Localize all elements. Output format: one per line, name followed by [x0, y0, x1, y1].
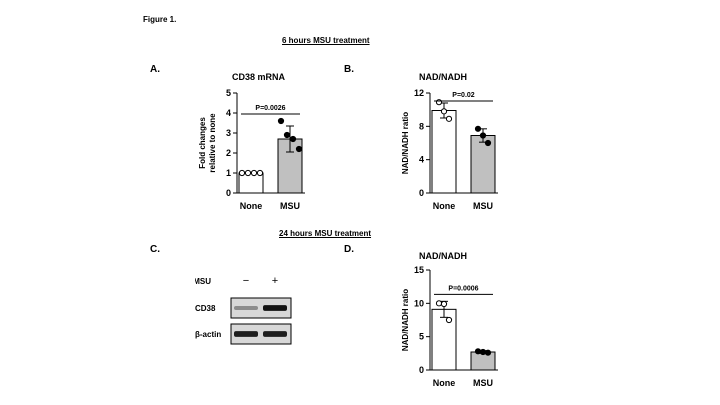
chart-a-data-point — [256, 169, 264, 177]
chart-b-data-point — [474, 125, 482, 132]
blot-band — [234, 305, 258, 311]
section-title-6h: 6 hours MSU treatment — [282, 36, 370, 45]
blot-band — [263, 331, 287, 337]
western-blot: MSU − + CD38 β-actin — [195, 275, 292, 345]
blot-row-label: β-actin — [195, 330, 221, 339]
chart-a-data-point — [277, 117, 285, 125]
chart-d-data-point — [435, 300, 443, 307]
chart-b-data-point — [440, 108, 448, 115]
chart-a-data-point — [295, 145, 303, 153]
panel-letter-a: A. — [150, 64, 160, 75]
chart-b-x-tick-label: None — [433, 201, 456, 211]
chart-b-data-point — [435, 99, 443, 106]
chart-a-y-axis-label: relative to none — [208, 113, 217, 173]
chart-d-x-tick-label: MSU — [473, 378, 493, 388]
figure-title: Figure 1. — [143, 15, 177, 24]
chart-d-y-tick-label: 0 — [419, 365, 424, 375]
chart-a-y-axis-label: Fold changes — [198, 117, 207, 169]
chart-a-y-tick-label: 1 — [226, 168, 231, 178]
panel-title-a: CD38 mRNA — [232, 72, 286, 82]
chart-d-p-value: P=0.0006 — [448, 285, 478, 292]
chart-a-data-point — [250, 169, 258, 177]
chart-d-data-point — [484, 349, 492, 356]
chart-b-bar-none — [431, 110, 457, 194]
blot-band — [263, 305, 287, 311]
chart-a-y-tick-label: 0 — [226, 188, 231, 198]
blot-lane-sign: − — [243, 275, 249, 287]
chart-b-y-tick-label: 12 — [414, 88, 424, 98]
chart-a-p-value: P=0.0026 — [255, 105, 285, 112]
chart-b-y-tick-label: 8 — [419, 121, 424, 131]
chart-a-data-point — [238, 169, 246, 177]
chart-a-svg: 0 1 2 3 4 5 Fold changes relative to none None MS… — [198, 88, 305, 211]
chart-d-y-axis-label: NAD/NADH ratio — [401, 289, 410, 351]
chart-a-y-tick-label: 2 — [226, 148, 231, 158]
chart-d-y-tick-label: 5 — [419, 332, 424, 342]
chart-a-data-point — [244, 169, 252, 177]
blot-membrane — [230, 297, 292, 319]
chart-a-y-tick-label: 4 — [226, 108, 231, 118]
panel-title-b: NAD/NADH — [419, 72, 467, 82]
chart-d-y-tick-label: 15 — [414, 265, 424, 275]
chart-d-data-point — [445, 316, 453, 324]
panel-title-d: NAD/NADH — [419, 251, 467, 261]
panel-letter-d: D. — [344, 244, 354, 255]
panel-letter-b: B. — [344, 64, 354, 75]
chart-d-bar-none — [431, 308, 457, 371]
chart-b-svg: 0 4 8 12 NAD/NADH ratio None MSU P=0.02 — [401, 88, 498, 211]
chart-d-data-point — [479, 348, 487, 356]
chart-b-data-point — [479, 132, 487, 139]
chart-a-y-tick-label: 3 — [226, 128, 231, 138]
section-title-24h: 24 hours MSU treatment — [279, 229, 372, 238]
chart-b-y-tick-label: 4 — [419, 155, 424, 165]
chart-a-y-tick-label: 5 — [226, 88, 231, 98]
chart-b-y-axis-label: NAD/NADH ratio — [401, 112, 410, 174]
chart-a-x-tick-label: None — [240, 201, 263, 211]
chart-b-bar-msu — [470, 135, 496, 194]
chart-b-data-point — [445, 115, 453, 122]
chart-d-data-point — [474, 348, 482, 355]
blot-row-label: CD38 — [195, 304, 216, 313]
blot-treatment-label: MSU — [195, 277, 211, 286]
chart-d-y-tick-label: 10 — [414, 298, 424, 308]
chart-b-p-value: P=0.02 — [452, 92, 474, 99]
chart-d-data-point — [440, 300, 448, 308]
blot-membrane — [230, 323, 292, 345]
panel-letter-c: C. — [150, 244, 160, 255]
chart-a-data-point — [289, 135, 297, 143]
chart-b-y-tick-label: 0 — [419, 188, 424, 198]
blot-band — [234, 331, 258, 337]
chart-b-x-tick-label: MSU — [473, 201, 493, 211]
chart-a-data-point — [283, 131, 291, 139]
chart-d-svg: 0 5 10 15 NAD/NADH ratio None MSU P=0.0006 — [401, 265, 498, 388]
chart-d-x-tick-label: None — [433, 378, 456, 388]
blot-lane-sign: + — [272, 275, 278, 287]
chart-a-x-tick-label: MSU — [280, 201, 300, 211]
chart-b-data-point — [484, 139, 492, 147]
